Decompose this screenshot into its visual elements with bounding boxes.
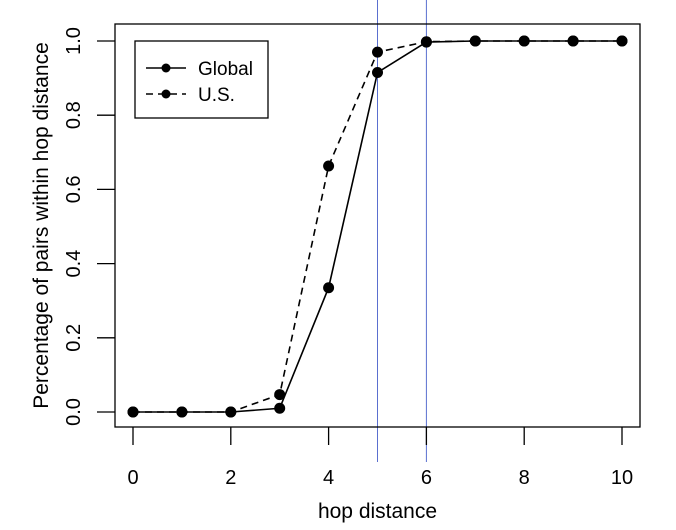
x-tick-label-1: 2: [225, 467, 236, 489]
series-layer: [127, 35, 628, 418]
x-tick-label-3: 6: [421, 467, 432, 489]
reference-lines: [377, 0, 427, 462]
series-0-point-5: [372, 67, 383, 79]
series-1-point-5: [372, 46, 383, 58]
y-tick-label-4: 0.8: [63, 101, 85, 129]
series-0-point-4: [323, 282, 335, 294]
x-tick-label-5: 10: [611, 467, 633, 489]
series-1-point-9: [567, 35, 579, 47]
x-tick-label-0: 0: [127, 467, 138, 489]
series-1-point-2: [225, 406, 237, 418]
x-tick-label-2: 4: [323, 467, 334, 489]
legend-label-0: Global: [198, 59, 253, 80]
series-1-point-6: [420, 36, 432, 48]
y-tick-label-5: 1.0: [63, 27, 85, 55]
series-1-point-10: [616, 35, 628, 47]
y-tick-label-2: 0.4: [63, 250, 85, 278]
legend-marker-1: [161, 89, 171, 99]
series-1-point-7: [469, 35, 481, 47]
series-1-point-4: [323, 160, 335, 172]
y-axis: 0.0 0.2 0.4 0.6 0.8 1.0: [63, 27, 115, 426]
legend: Global U.S.: [134, 40, 269, 119]
legend-box: [134, 40, 269, 119]
series-1-point-3: [274, 389, 286, 401]
y-axis-label: Percentage of pairs within hop distance: [30, 42, 53, 409]
y-tick-label-3: 0.6: [63, 175, 85, 203]
y-tick-label-0: 0.0: [63, 398, 85, 426]
x-axis-label: hop distance: [318, 500, 437, 523]
legend-marker-0: [161, 63, 171, 73]
series-0-point-3: [274, 402, 286, 414]
series-1-point-1: [176, 406, 188, 418]
series-1-point-0: [127, 406, 139, 418]
x-axis: 0 2 4 6 8 10: [127, 427, 633, 489]
series-1-point-8: [518, 35, 530, 47]
plot-frame: [114, 23, 641, 428]
y-tick-label-1: 0.2: [63, 324, 85, 352]
legend-label-1: U.S.: [198, 85, 235, 106]
x-tick-label-4: 8: [519, 467, 530, 489]
